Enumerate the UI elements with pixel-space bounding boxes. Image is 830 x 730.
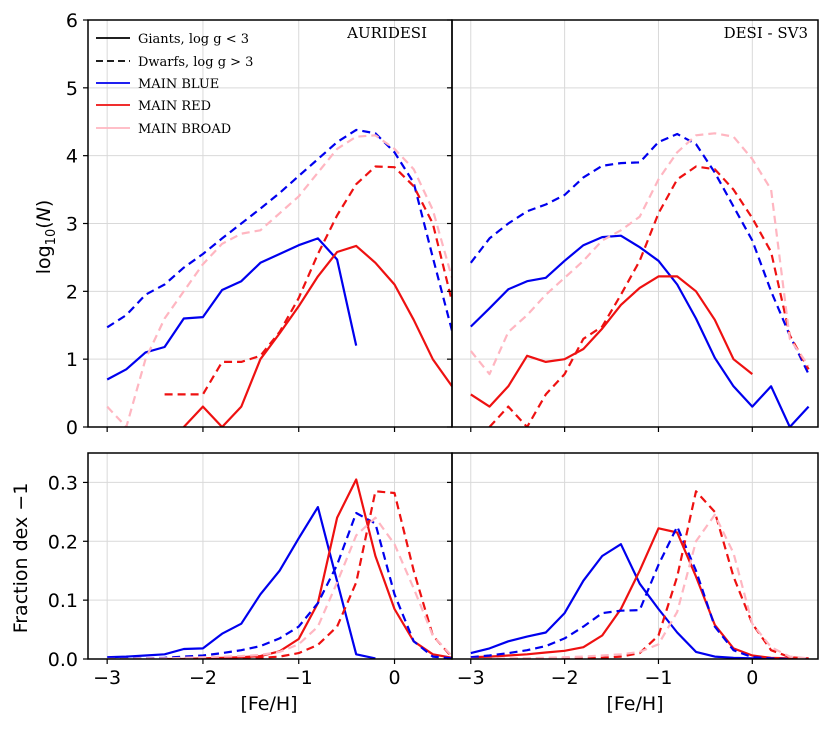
top-left-series-red-giants — [182, 244, 452, 427]
top-left-series-blue-dwarfs — [106, 128, 452, 331]
bottom-right-xlabel: [Fe/H] — [606, 693, 663, 715]
grid-layer — [88, 20, 818, 659]
bottom-left-xtick-label: −3 — [93, 667, 121, 689]
bottom-right-xtick-label: −1 — [644, 667, 672, 689]
bottom-left-frame — [87, 452, 453, 660]
frame-layer — [87, 19, 819, 660]
legend-label-giants: Giants, log g < 3 — [138, 32, 249, 47]
text-layer: 0 1 2 3 4 5 6 −3 −2 −1 0 0.0 0.1 0.2 0.3 −3 −2 −1 0 — [48, 10, 759, 689]
legend-label-main-red: MAIN RED — [138, 99, 211, 114]
bottom-left-ytick-label: 0.2 — [48, 531, 78, 553]
bottom-right-xtick-label: 0 — [746, 667, 758, 689]
top-right-series-red-giants — [470, 275, 753, 408]
bottom-left-xlabel: [Fe/H] — [240, 693, 297, 715]
tick-layer — [83, 19, 753, 664]
bottom-left-series-blue-dwarfs — [107, 511, 452, 659]
bottom-left-series-red-dwarfs — [164, 490, 452, 659]
top-left-series-blue-giants — [106, 237, 358, 381]
legend-label-dwarfs: Dwarfs, log g > 3 — [138, 55, 253, 70]
bottom-right-series-blue-dwarfs — [470, 525, 809, 659]
bottom-left-xtick-label: 0 — [388, 667, 400, 689]
bottom-right-series-red-giants — [470, 527, 809, 659]
legend: Giants, log g < 3 Dwarfs, log g > 3 MAIN… — [96, 32, 253, 137]
top-right-series-broad-dwarfs — [469, 132, 810, 376]
bottom-left-xtick-label: −1 — [285, 667, 313, 689]
panel-title-auridesi: AURIDESI — [346, 24, 427, 42]
bottom-right-series-red-dwarfs — [470, 490, 809, 659]
top-left-ytick-label: 4 — [66, 146, 78, 168]
panel-title-desi-sv3: DESI - SV3 — [724, 24, 808, 42]
legend-label-main-broad: MAIN BROAD — [138, 122, 231, 137]
top-right-series-red-dwarfs — [488, 165, 810, 427]
top-left-ytick-label: 0 — [66, 417, 78, 439]
bottom-ylabel: Fraction dex −1 — [10, 483, 32, 634]
bottom-left-series-blue-giants — [107, 506, 376, 659]
bottom-left-ytick-label: 0.1 — [48, 590, 78, 612]
top-left-series-red-dwarfs — [164, 165, 452, 396]
bottom-left-ytick-label: 0.3 — [48, 472, 78, 494]
top-right-series-blue-dwarfs — [469, 132, 810, 375]
top-left-ytick-label: 6 — [66, 10, 78, 32]
series-layer — [106, 128, 810, 659]
top-left-ytick-label: 1 — [66, 349, 78, 371]
top-ylabel: log10(N) — [33, 200, 59, 275]
legend-label-main-blue: MAIN BLUE — [138, 77, 219, 92]
bottom-right-frame — [451, 452, 819, 660]
top-left-ytick-label: 2 — [66, 281, 78, 303]
bottom-right-xtick-label: −2 — [551, 667, 579, 689]
top-left-series-broad-dwarfs — [106, 134, 452, 427]
bottom-right-xtick-label: −3 — [457, 667, 485, 689]
bottom-left-ytick-label: 0.0 — [48, 649, 78, 671]
top-right-series-blue-giants — [470, 234, 810, 427]
top-left-ytick-label: 5 — [66, 78, 78, 100]
bottom-right-series-blue-giants — [470, 543, 809, 659]
bottom-left-xtick-label: −2 — [189, 667, 217, 689]
top-left-ytick-label: 3 — [66, 214, 78, 236]
